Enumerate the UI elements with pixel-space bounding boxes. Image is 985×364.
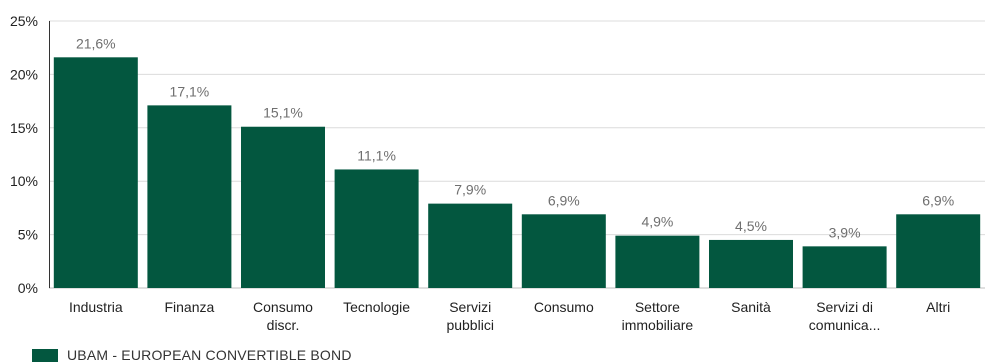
bar xyxy=(334,169,419,288)
y-tick-label: 10% xyxy=(10,173,38,189)
bar xyxy=(896,214,981,288)
x-axis: Industria Finanza Consumo discr. Tecnologie S… xyxy=(69,299,950,333)
x-tick-label: Settore immobiliare xyxy=(622,299,694,333)
y-tick-label: 5% xyxy=(18,227,38,243)
data-label: 4,9% xyxy=(641,214,673,230)
bar xyxy=(615,235,700,288)
data-label: 17,1% xyxy=(170,83,210,99)
bar xyxy=(241,126,325,289)
y-tick-label: 25% xyxy=(10,13,38,29)
bar xyxy=(53,57,138,289)
x-tick-label: Servizi pubblici xyxy=(446,299,493,333)
y-tick-label: 0% xyxy=(18,280,38,296)
legend-label: UBAM - EUROPEAN CONVERTIBLE BOND xyxy=(67,347,352,363)
data-label: 7,9% xyxy=(454,182,486,198)
data-label: 21,6% xyxy=(76,35,116,51)
data-label: 6,9% xyxy=(922,192,954,208)
data-label: 15,1% xyxy=(263,105,303,121)
data-label: 11,1% xyxy=(357,147,396,163)
legend: UBAM - EUROPEAN CONVERTIBLE BOND xyxy=(32,346,352,364)
bar xyxy=(147,105,232,288)
x-tick-label: Finanza xyxy=(164,299,214,315)
data-label: 6,9% xyxy=(548,192,580,208)
y-tick-label: 20% xyxy=(10,66,38,82)
y-axis: 0% 5% 10% 15% 20% 25% xyxy=(10,13,50,296)
x-tick-label: Altri xyxy=(926,299,950,315)
bars xyxy=(53,57,981,289)
data-label: 3,9% xyxy=(829,224,861,240)
x-tick-label: Consumo xyxy=(534,299,594,315)
legend-swatch xyxy=(32,348,58,362)
data-labels: 21,6% 17,1% 15,1% 11,1% 7,9% 6,9% 4,9% 4,5% 3,9%… xyxy=(76,35,954,240)
x-tick-label: Industria xyxy=(69,299,123,315)
x-tick-label: Sanità xyxy=(731,299,771,315)
data-label: 4,5% xyxy=(735,218,767,234)
y-tick-label: 15% xyxy=(10,120,38,136)
bar xyxy=(709,239,793,288)
bar xyxy=(521,214,606,288)
x-tick-label: Servizi di comunica... xyxy=(809,299,881,333)
x-tick-label: Consumo discr. xyxy=(253,299,313,333)
bar xyxy=(802,246,887,288)
bar xyxy=(428,203,513,288)
x-tick-label: Tecnologie xyxy=(343,299,410,315)
